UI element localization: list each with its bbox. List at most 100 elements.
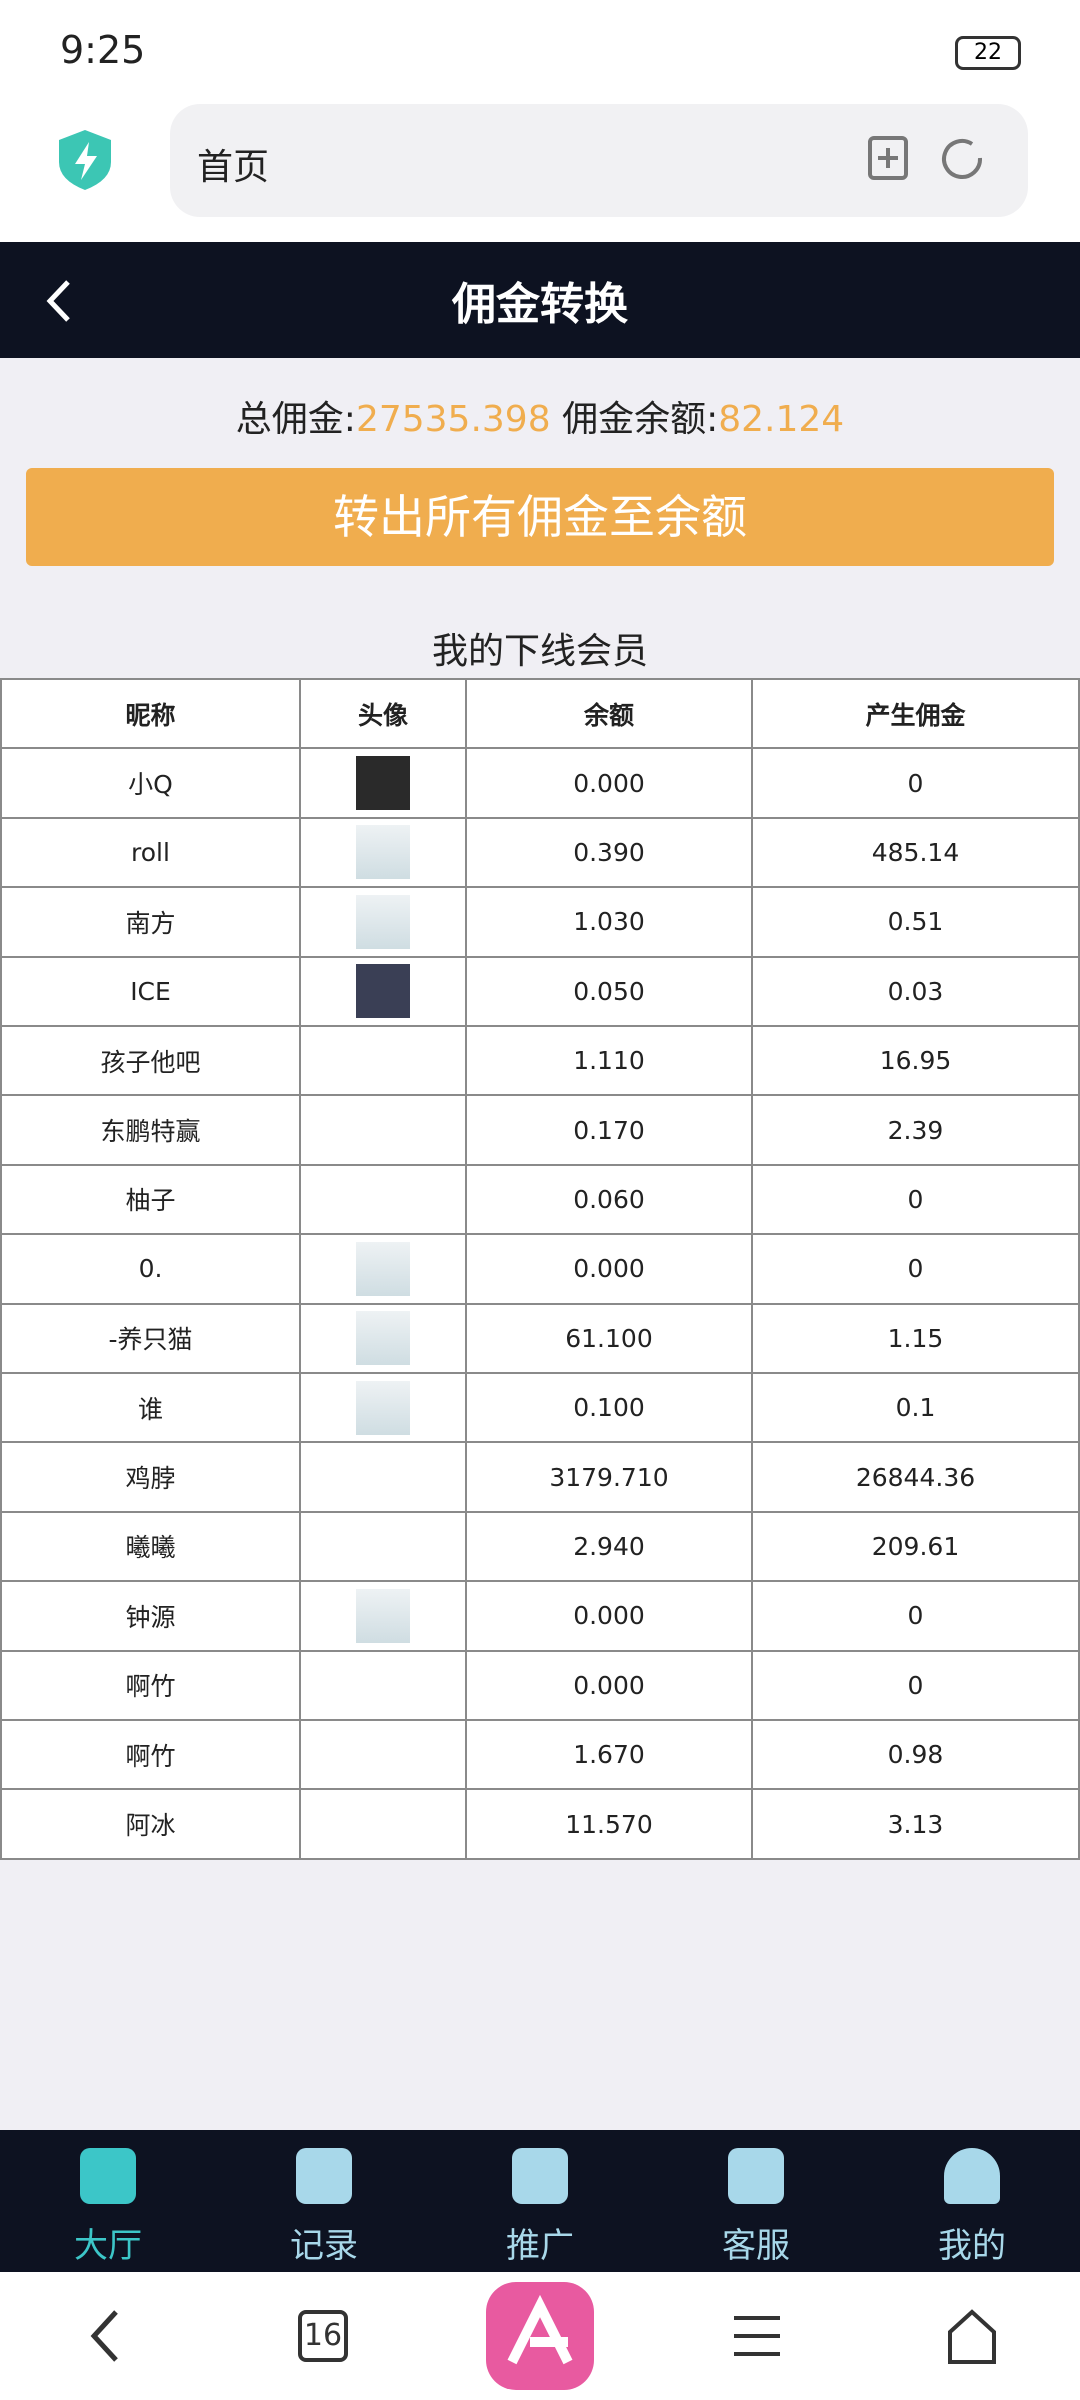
avatar [356, 825, 410, 880]
avatar [356, 756, 410, 811]
table-cell: 啊竹 [2, 1651, 301, 1721]
transfer-button[interactable]: 转出所有佣金至余额 [26, 468, 1054, 566]
header-title: 佣金转换 [452, 279, 628, 330]
avatar-cell [301, 1374, 467, 1444]
summary-label: 总佣金: [235, 399, 356, 440]
table-header: 余额 [467, 680, 753, 750]
table-cell: ICE [2, 957, 301, 1027]
summary-label: 佣金余额: [562, 399, 719, 440]
avatar-cell [301, 1235, 467, 1305]
table-cell: 0.1 [753, 1374, 1080, 1444]
table-cell: 26844.36 [753, 1443, 1080, 1513]
avatar-cell [301, 1721, 467, 1791]
nav-label[interactable]: 记录 [290, 2226, 358, 2266]
avatar [356, 1380, 410, 1435]
table-cell: 0 [753, 1582, 1080, 1652]
avatar-cell [301, 1304, 467, 1374]
table-cell: -养只猫 [2, 1304, 301, 1374]
table-cell: 谁 [2, 1374, 301, 1444]
avatar-cell [301, 1651, 467, 1721]
avatar-cell [301, 1027, 467, 1097]
table-cell: 0.98 [753, 1721, 1080, 1791]
address-text: 首页 [197, 147, 270, 188]
summary: 总佣金:27535.398 佣金余额:82.124 [0, 390, 1080, 442]
table-cell: 0. [2, 1235, 301, 1305]
table-cell: 1.030 [467, 888, 753, 958]
back-button[interactable] [44, 278, 74, 324]
app-header [0, 242, 1080, 358]
system-nav-icons[interactable] [0, 2272, 1080, 2400]
nav-icon [512, 2148, 568, 2204]
table-cell: 阿冰 [2, 1790, 301, 1860]
shield-icon [59, 130, 111, 190]
nav-label[interactable]: 推广 [506, 2226, 574, 2266]
nav-label[interactable]: 客服 [722, 2226, 790, 2266]
avatar-cell [301, 1582, 467, 1652]
table-cell: 钟源 [2, 1582, 301, 1652]
table-cell: 小Q [2, 749, 301, 819]
member-table: 昵称 头像 余额 产生佣金 小Q 0.000 0 roll 0.390 485.14 南方 1.030… [0, 678, 1080, 1860]
table-cell: 东鹏特赢 [2, 1096, 301, 1166]
nav-icon [296, 2148, 352, 2204]
table-header: 昵称 [2, 680, 301, 750]
table-cell: 0.390 [467, 818, 753, 889]
avatar [356, 1588, 410, 1643]
avatar-cell [301, 1165, 467, 1236]
summary-value: 27535.398 [355, 399, 551, 440]
avatar-cell [301, 957, 467, 1027]
avatar-cell [301, 1790, 467, 1860]
avatar-cell [301, 818, 467, 889]
table-cell: 0 [753, 1651, 1080, 1721]
table-cell: 0.000 [467, 1235, 753, 1305]
table-cell: 啊竹 [2, 1721, 301, 1791]
table-cell: 2.39 [753, 1096, 1080, 1166]
nav-label[interactable]: 大厅 [74, 2226, 142, 2266]
table-cell: 0.03 [753, 957, 1080, 1027]
avatar [356, 964, 410, 1019]
table-cell: 0.000 [467, 749, 753, 819]
table-cell: 曦曦 [2, 1512, 301, 1583]
table-header: 产生佣金 [753, 680, 1080, 750]
table-cell: 0.050 [467, 957, 753, 1027]
table-cell: 0.000 [467, 1582, 753, 1652]
browser-icons[interactable] [862, 132, 992, 188]
nav-icon [80, 2148, 136, 2204]
nav-label[interactable]: 我的 [938, 2226, 1006, 2266]
table-cell: 11.570 [467, 1790, 753, 1860]
avatar-cell [301, 1512, 467, 1583]
nav-icon [944, 2148, 1000, 2204]
table-cell: roll [2, 818, 301, 889]
avatar-cell [301, 749, 467, 819]
table-cell: 0 [753, 1235, 1080, 1305]
table-cell: 鸡脖 [2, 1443, 301, 1513]
table-cell: 0 [753, 749, 1080, 819]
table-cell: 孩子他吧 [2, 1027, 301, 1097]
table-cell: 0.170 [467, 1096, 753, 1166]
table-cell: 1.15 [753, 1304, 1080, 1374]
tab-count: 16 [303, 2318, 343, 2353]
table-cell: 3.13 [753, 1790, 1080, 1860]
summary-value: 82.124 [718, 399, 845, 440]
table-cell: 61.100 [467, 1304, 753, 1374]
table-cell: 0.000 [467, 1651, 753, 1721]
table-cell: 485.14 [753, 818, 1080, 889]
battery: 22 [955, 36, 1021, 70]
nav-icon [728, 2148, 784, 2204]
table-cell: 16.95 [753, 1027, 1080, 1097]
table-title: 我的下线会员 [431, 631, 648, 672]
avatar [356, 1241, 410, 1296]
address-bar[interactable] [170, 104, 1028, 217]
table-cell: 2.940 [467, 1512, 753, 1583]
table-cell: 0.100 [467, 1374, 753, 1444]
avatar-cell [301, 1443, 467, 1513]
avatar [356, 894, 410, 949]
status-time: 9:25 [60, 28, 146, 72]
table-cell: 0.51 [753, 888, 1080, 958]
avatar-cell [301, 888, 467, 958]
table-cell: 1.670 [467, 1721, 753, 1791]
avatar-cell [301, 1096, 467, 1166]
table-cell: 209.61 [753, 1512, 1080, 1583]
table-cell: 柚子 [2, 1165, 301, 1236]
table-cell: 1.110 [467, 1027, 753, 1097]
